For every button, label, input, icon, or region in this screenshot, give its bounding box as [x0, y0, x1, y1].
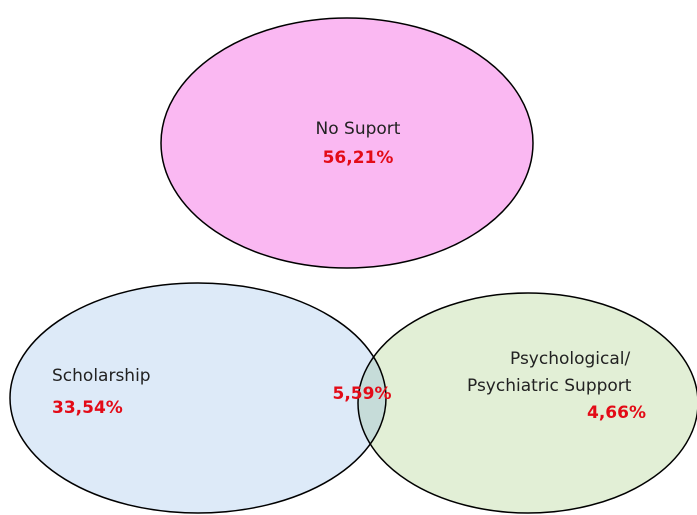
node-value: 33,54%	[52, 398, 123, 418]
node-label: Psychiatric Support	[467, 376, 632, 396]
node-label: No Suport	[316, 119, 401, 139]
node-label: Scholarship	[52, 366, 151, 386]
scholarship-circle	[10, 283, 386, 513]
psych-circle	[358, 293, 697, 513]
node-label: Psychological/	[510, 349, 631, 369]
no-support-circle	[160, 17, 534, 269]
psych-outline	[357, 292, 697, 514]
scholarship-outline	[9, 282, 387, 514]
node-value: 56,21%	[323, 148, 394, 168]
intersection-value: 5,59%	[333, 384, 392, 404]
node-value: 4,66%	[587, 403, 646, 423]
